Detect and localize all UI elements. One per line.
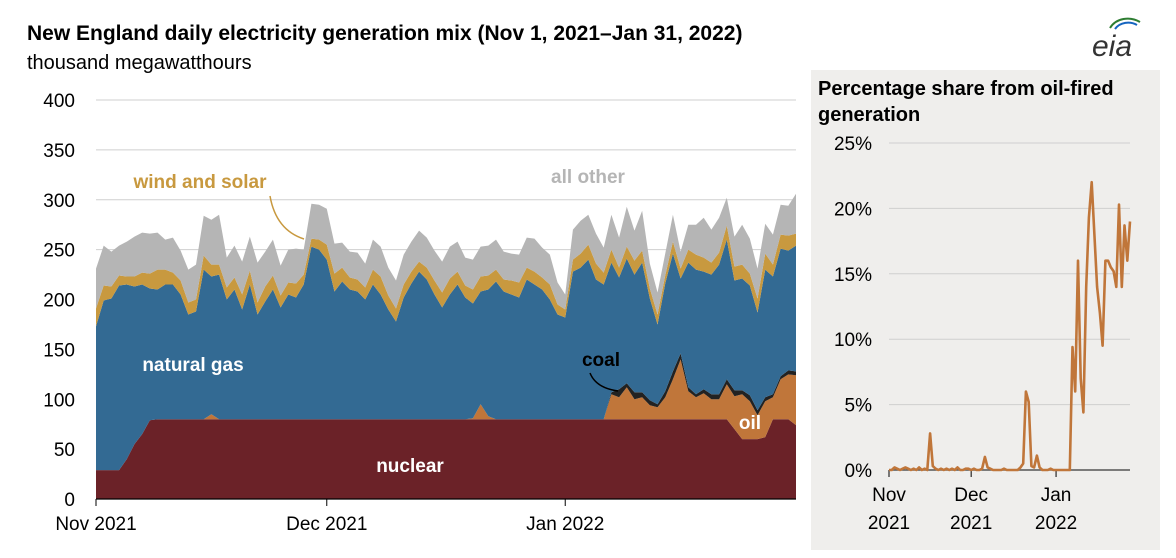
x-tick-label: Jan 2022: [526, 514, 604, 535]
y-tick-label: 250: [43, 241, 75, 262]
side-y-tick-label: 0%: [845, 461, 873, 482]
generation-mix-chart: 0 50 100 150 200 250 300 350 400 Nov 2021 Dec 2021…: [43, 91, 796, 535]
chart-title: New England daily electricity generation…: [27, 22, 743, 45]
series-label-wind-and-solar: wind and solar: [132, 172, 267, 193]
x-tick-label: Dec 2021: [286, 514, 367, 535]
leader-coal: [589, 372, 619, 392]
chart-subtitle: thousand megawatthours: [27, 52, 252, 74]
side-x-tick-month: Jan: [1041, 485, 1072, 506]
area-oil: [96, 359, 796, 471]
logo-text: eia: [1092, 30, 1132, 63]
side-y-tick-label: 20%: [834, 199, 872, 220]
side-x-tick-month: Nov: [872, 485, 906, 506]
side-x-tick-year: 2021: [868, 513, 910, 534]
y-tick-label: 200: [43, 291, 75, 312]
y-tick-label: 400: [43, 91, 75, 112]
side-x-tick-month: Dec: [954, 485, 988, 506]
y-tick-label: 50: [54, 440, 75, 461]
eia-logo: eia: [1092, 17, 1141, 63]
side-y-tick-label: 5%: [845, 396, 873, 417]
oil-share-line: [889, 180, 1132, 472]
area-all-other: [96, 193, 796, 315]
y-tick-label: 100: [43, 390, 75, 411]
area-natural-gas: [96, 239, 796, 471]
y-tick-label: 350: [43, 141, 75, 162]
y-tick-label: 300: [43, 191, 75, 212]
series-label-nuclear: nuclear: [376, 456, 444, 477]
panel-title: Percentage share from oil-fired generati…: [818, 78, 1114, 126]
series-label-natural-gas: natural gas: [142, 355, 243, 376]
x-tick-label: Nov 2021: [55, 514, 136, 535]
y-tick-label: 150: [43, 340, 75, 361]
series-label-all-other: all other: [551, 167, 626, 188]
area-nuclear: [96, 419, 796, 499]
leader-wind-and-solar: [269, 195, 305, 240]
series-label-coal: coal: [582, 350, 620, 371]
side-x-tick-year: 2021: [950, 513, 992, 534]
area-wind-and-solar: [96, 225, 796, 327]
y-tick-label: 0: [64, 490, 75, 511]
side-x-tick-year: 2022: [1035, 513, 1077, 534]
side-y-tick-label: 15%: [834, 265, 872, 286]
side-y-tick-label: 10%: [834, 330, 872, 351]
side-y-tick-label: 25%: [834, 134, 872, 155]
series-label-oil: oil: [739, 413, 761, 434]
